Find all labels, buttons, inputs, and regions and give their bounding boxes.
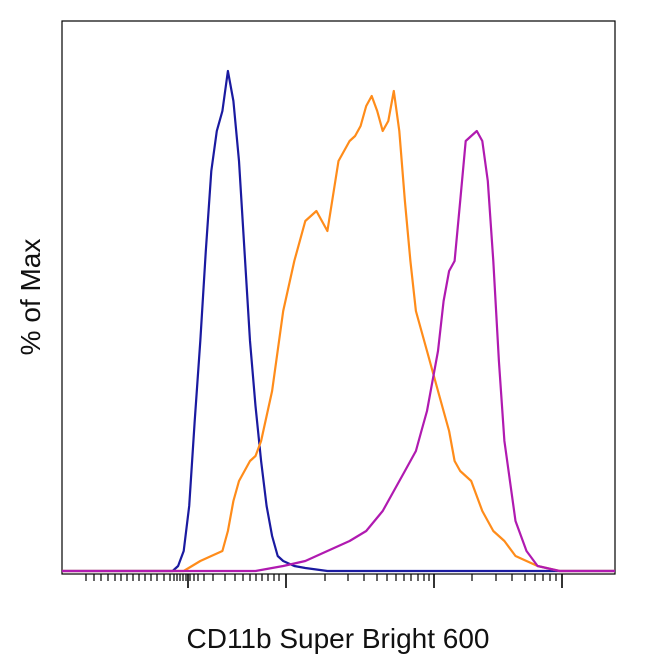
series-layer <box>62 69 615 573</box>
plot-frame <box>61 20 616 575</box>
histogram-series-2 <box>62 89 615 573</box>
y-axis-title: % of Max <box>15 239 46 356</box>
x-axis-title: CD11b Super Bright 600 <box>187 623 490 654</box>
histogram-series-3 <box>62 129 615 573</box>
histogram-series-1 <box>62 69 615 573</box>
x-axis-ticks <box>85 574 563 588</box>
